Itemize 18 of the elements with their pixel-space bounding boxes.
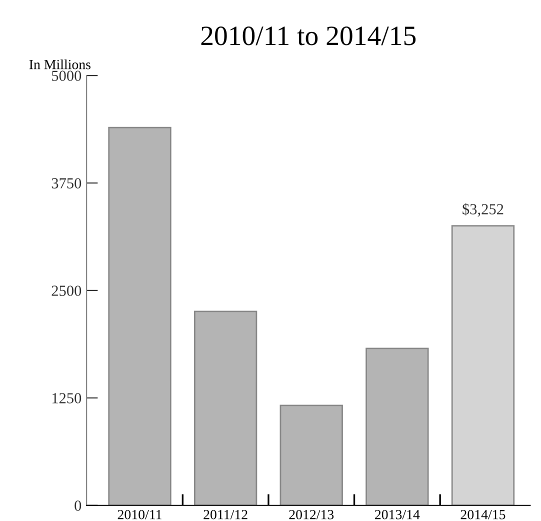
y-tick-label: 1250 bbox=[52, 393, 82, 404]
y-tick-label: 2500 bbox=[52, 286, 82, 296]
x-tick-label: 2013/14 bbox=[375, 510, 420, 520]
x-tick-label: 2014/15 bbox=[460, 510, 506, 520]
data-label: $3,252 bbox=[462, 203, 504, 217]
x-tick-label: 2010/11 bbox=[118, 510, 162, 520]
y-axis-title: In Millions bbox=[29, 59, 91, 70]
x-tick-label: 2011/12 bbox=[204, 510, 248, 520]
chart-title: 2010/11 to 2014/15 bbox=[201, 26, 416, 46]
x-tick-label: 2012/13 bbox=[289, 510, 334, 520]
y-tick-label: 5000 bbox=[52, 70, 82, 81]
bar bbox=[451, 225, 515, 506]
bar bbox=[366, 348, 429, 506]
bar bbox=[280, 404, 343, 506]
y-tick-label: 0 bbox=[74, 500, 82, 511]
bar bbox=[108, 126, 172, 506]
bar bbox=[194, 310, 258, 506]
y-tick-label: 3750 bbox=[52, 178, 82, 188]
